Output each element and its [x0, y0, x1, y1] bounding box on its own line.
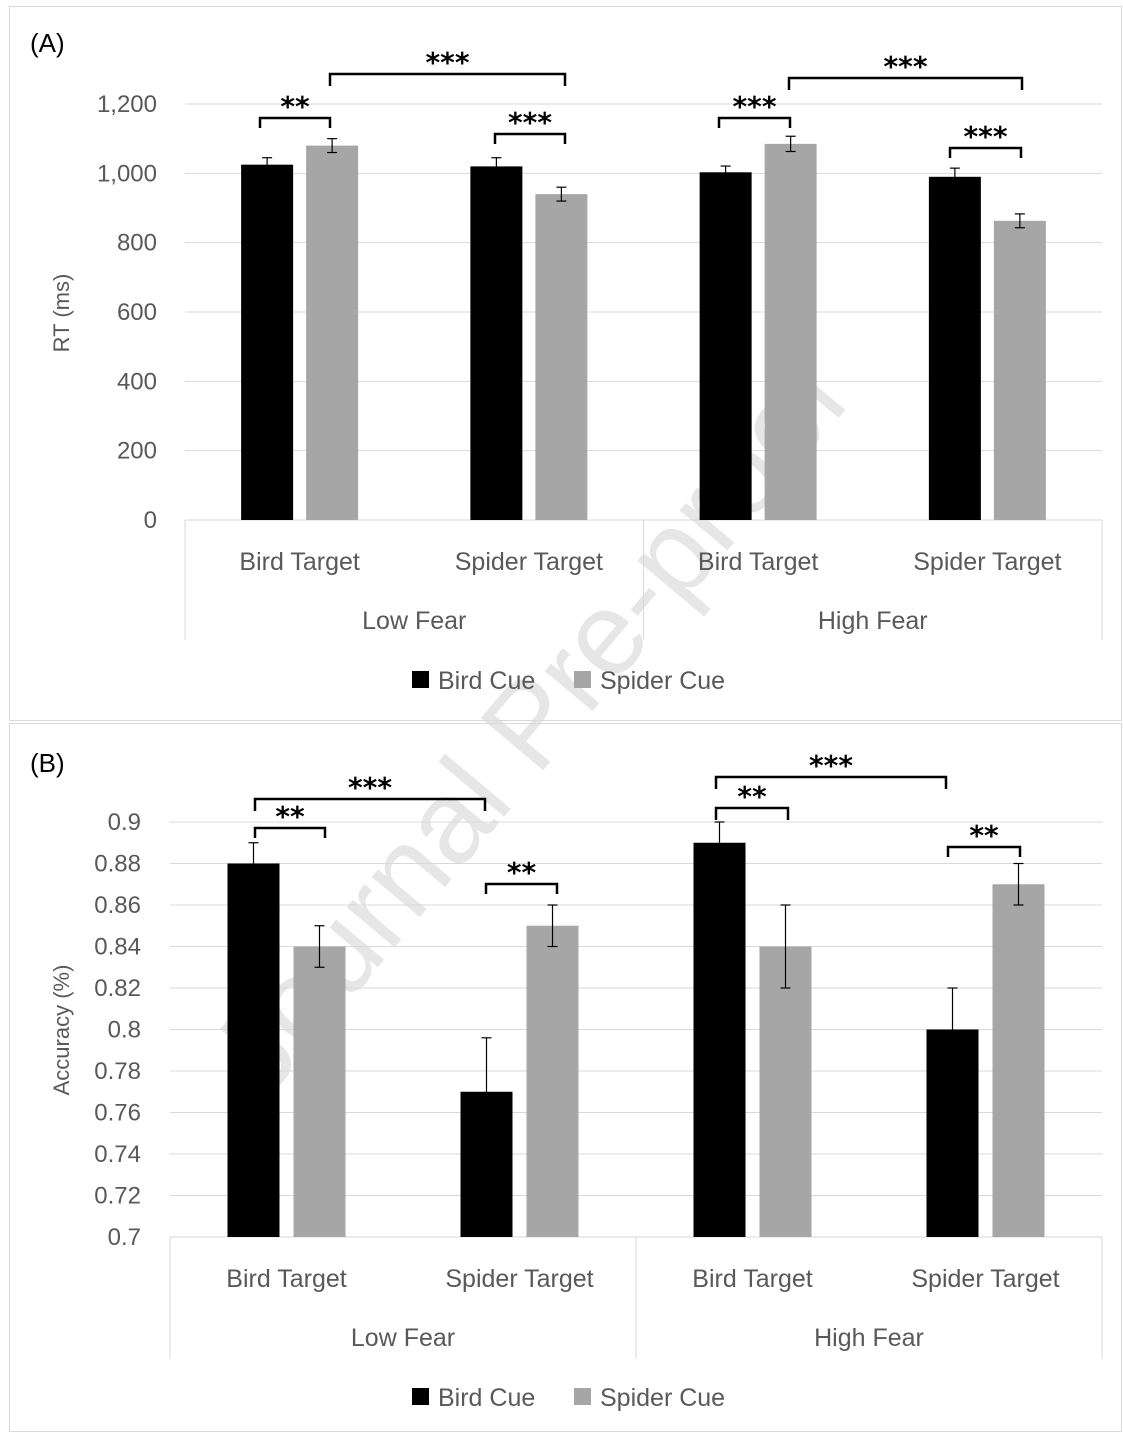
bar-spider-cue	[535, 194, 588, 520]
legend-b-bird-cue-label: Bird Cue	[438, 1384, 535, 1412]
bar-bird-cue	[470, 166, 523, 520]
bar-spider-cue	[306, 145, 359, 520]
panel-a-y-axis-label: RT (ms)	[49, 274, 74, 353]
y-tick-label: 0.76	[94, 1100, 141, 1127]
x-category-label: Bird Target	[239, 548, 359, 576]
significance-label: ***	[809, 749, 853, 782]
significance-bracket	[328, 72, 567, 86]
x-group-label: High Fear	[814, 1324, 924, 1352]
significance-bracket	[253, 826, 327, 838]
panel-b-label: (B)	[30, 748, 65, 778]
legend-a-spider-cue-label: Spider Cue	[600, 667, 725, 695]
significance-label: **	[737, 780, 767, 813]
significance-label: ***	[426, 46, 470, 79]
y-tick-label: 0.86	[94, 892, 141, 919]
significance-bracket	[714, 806, 790, 820]
significance-label: ***	[964, 120, 1008, 153]
bar-bird-cue	[241, 164, 294, 520]
y-tick-label: 0.78	[94, 1058, 141, 1085]
bar-spider-cue	[759, 946, 812, 1237]
significance-label: ***	[733, 90, 777, 123]
y-tick-label: 0.7	[108, 1224, 141, 1251]
significance-bracket	[493, 132, 567, 144]
panel-b-plot: 0.7 0.72 0.74 0.76 0.78 0.8 0.82 0.84 0.86 0.88 0.…	[94, 749, 1103, 1358]
legend-a-bird-cue-swatch	[412, 671, 429, 688]
legend-a-spider-cue-swatch	[574, 671, 591, 688]
y-tick-label: 0.9	[108, 809, 141, 836]
significance-bracket	[717, 116, 792, 128]
bar-bird-cue	[227, 863, 280, 1237]
x-category-label: Spider Target	[911, 1265, 1059, 1293]
bar-bird-cue	[693, 842, 746, 1237]
y-tick-label: 1,000	[97, 160, 157, 187]
significance-label: ***	[884, 50, 928, 83]
y-tick-label: 0.74	[94, 1141, 141, 1168]
x-group-label: High Fear	[818, 607, 928, 635]
significance-label: **	[969, 819, 999, 852]
x-category-label: Spider Target	[445, 1265, 593, 1293]
significance-bracket	[484, 882, 559, 894]
panel-a-frame	[9, 6, 1122, 721]
significance-label: **	[280, 90, 310, 123]
bar-spider-cue	[764, 143, 817, 520]
significance-label: **	[507, 856, 537, 889]
significance-bracket	[787, 76, 1024, 90]
significance-bracket	[253, 797, 487, 811]
x-category-label: Bird Target	[698, 548, 818, 576]
y-tick-label: 1,200	[97, 91, 157, 118]
y-tick-label: 800	[117, 230, 157, 257]
panel-b-legend: Bird Cue Spider Cue	[412, 1384, 725, 1412]
panel-a-legend: Bird Cue Spider Cue	[412, 667, 725, 695]
y-tick-label: 200	[117, 438, 157, 465]
legend-b-bird-cue-swatch	[412, 1388, 429, 1405]
legend-b-spider-cue-label: Spider Cue	[600, 1384, 725, 1412]
panel-a-plot: 0 200 400 600 800 1,000 1,200 Bird Target Spider…	[97, 46, 1103, 640]
y-tick-label: 0.82	[94, 975, 141, 1002]
panel-a-label: (A)	[30, 28, 65, 58]
significance-label: ***	[508, 106, 552, 139]
x-category-label: Bird Target	[692, 1265, 812, 1293]
bar-spider-cue	[992, 884, 1045, 1237]
y-tick-label: 0.88	[94, 851, 141, 878]
panel-b-y-axis-label: Accuracy (%)	[49, 965, 74, 1096]
significance-bracket	[714, 775, 948, 789]
x-group-label: Low Fear	[362, 607, 466, 635]
panel-b-frame	[9, 723, 1122, 1432]
x-category-label: Spider Target	[455, 548, 603, 576]
x-category-label: Bird Target	[226, 1265, 346, 1293]
bar-spider-cue	[526, 925, 579, 1237]
significance-bracket	[258, 116, 332, 128]
bar-spider-cue	[993, 220, 1046, 520]
y-tick-label: 600	[117, 299, 157, 326]
significance-label: **	[275, 800, 305, 833]
significance-bracket	[948, 146, 1023, 158]
significance-bracket	[946, 845, 1022, 857]
y-tick-label: 0.8	[108, 1017, 141, 1044]
x-group-label: Low Fear	[351, 1324, 455, 1352]
y-tick-label: 400	[117, 368, 157, 395]
bar-bird-cue	[928, 176, 981, 521]
legend-b-spider-cue-swatch	[574, 1388, 591, 1405]
y-tick-label: 0	[144, 507, 157, 534]
legend-a-bird-cue-label: Bird Cue	[438, 667, 535, 695]
x-category-label: Spider Target	[913, 548, 1061, 576]
y-tick-label: 0.72	[94, 1183, 141, 1210]
y-tick-label: 0.84	[94, 934, 141, 961]
significance-label: ***	[348, 771, 392, 804]
bar-spider-cue	[293, 946, 346, 1237]
bar-bird-cue	[699, 172, 752, 520]
